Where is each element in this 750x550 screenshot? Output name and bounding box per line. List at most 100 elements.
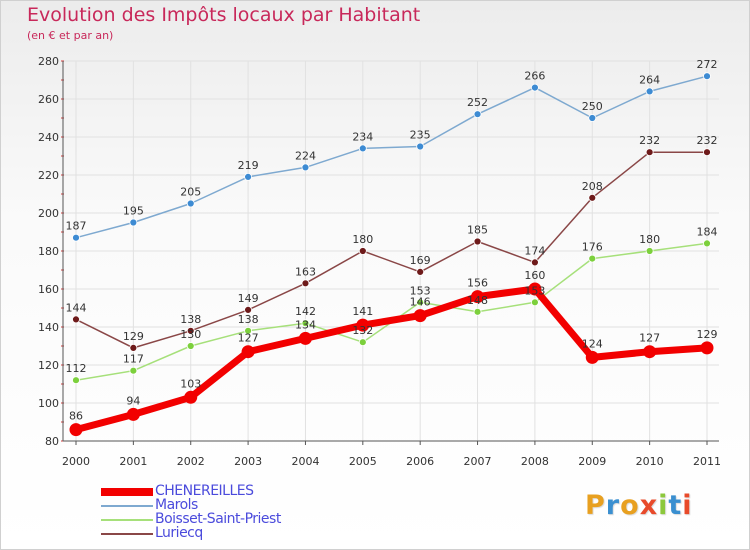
data-point-marols [186, 199, 195, 208]
x-tick-label: 2007 [464, 455, 492, 468]
legend-swatch [101, 519, 153, 521]
series-line-boisset-saint-priest [75, 242, 708, 381]
legend-swatch [101, 488, 153, 496]
y-tick-label: 100 [38, 397, 59, 410]
y-tick-label: 180 [38, 245, 59, 258]
axes: 80 100 120 140 160 180 200 220 240 260 280 2000 2001… [38, 55, 721, 468]
x-tick-label: 2001 [119, 455, 147, 468]
data-point-marols [473, 110, 482, 119]
data-point-chenereilles [413, 309, 427, 323]
legend-label: Marols [155, 497, 198, 513]
data-point-boisset-saint-priest [703, 239, 711, 248]
data-label-chenereilles: 103 [180, 377, 201, 390]
data-label-luriecq: 180 [352, 233, 373, 246]
data-point-boisset-saint-priest [301, 319, 310, 328]
series-chenereilles [69, 282, 714, 437]
data-label-luriecq: 232 [697, 134, 718, 147]
data-label-marols: 234 [352, 130, 373, 143]
x-tick-label: 2006 [406, 455, 434, 468]
data-label-chenereilles: 86 [69, 410, 83, 423]
data-label-luriecq: 129 [123, 330, 144, 343]
data-point-boisset-saint-priest [588, 254, 597, 263]
y-tick-label: 280 [38, 55, 59, 68]
logo-letter: x [639, 490, 659, 521]
data-label-marols: 219 [238, 159, 259, 172]
y-tick-label: 140 [38, 321, 59, 334]
data-point-marols [703, 72, 711, 81]
data-point-marols [416, 142, 425, 151]
data-point-luriecq [416, 267, 425, 276]
series-line-chenereilles [75, 285, 708, 433]
data-label-boisset-saint-priest: 132 [352, 324, 373, 337]
series-luriecq [72, 148, 711, 352]
data-label-chenereilles: 127 [238, 332, 259, 345]
data-label-marols: 205 [180, 186, 201, 199]
legend-label: Luriecq [155, 525, 203, 541]
y-tick-label: 80 [45, 435, 59, 448]
data-point-chenereilles [184, 390, 198, 404]
data-point-luriecq [244, 305, 252, 314]
data-point-boisset-saint-priest [645, 247, 654, 255]
data-label-boisset-saint-priest: 153 [410, 284, 431, 297]
data-point-chenereilles [298, 331, 312, 345]
data-label-boisset-saint-priest: 117 [123, 353, 144, 366]
data-point-luriecq [72, 315, 80, 324]
data-point-chenereilles [471, 290, 485, 304]
data-label-boisset-saint-priest: 153 [524, 284, 545, 297]
data-label-luriecq: 174 [524, 244, 545, 257]
data-point-marols [531, 83, 539, 92]
grid [63, 60, 719, 442]
data-label-marols: 264 [639, 73, 660, 86]
logo-letter: r [605, 490, 621, 521]
data-label-marols: 195 [123, 205, 144, 218]
y-tick-label: 160 [38, 283, 59, 296]
data-point-luriecq [703, 148, 711, 157]
x-tick-label: 2000 [62, 455, 90, 468]
data-label-boisset-saint-priest: 180 [639, 233, 660, 246]
data-point-luriecq [129, 343, 138, 352]
data-point-boisset-saint-priest [416, 298, 425, 307]
data-label-boisset-saint-priest: 130 [180, 328, 201, 341]
y-tick-label: 120 [38, 359, 59, 372]
x-tick-label: 2005 [349, 455, 377, 468]
data-point-chenereilles [69, 423, 83, 437]
chart-subtitle: (en € et par an) [27, 29, 114, 42]
data-point-boisset-saint-priest [473, 307, 482, 316]
y-tick-label: 260 [38, 93, 59, 106]
data-point-marols [244, 172, 252, 181]
data-point-chenereilles [700, 341, 714, 355]
x-tick-label: 2004 [291, 455, 319, 468]
y-tick-label: 240 [38, 131, 59, 144]
logo-letter: P [585, 490, 606, 521]
legend-swatch [101, 533, 153, 535]
data-point-chenereilles [126, 407, 140, 421]
legend-label: Boisset-Saint-Priest [155, 511, 281, 527]
x-tick-label: 2002 [177, 455, 205, 468]
data-label-marols: 272 [697, 58, 718, 71]
proxiti-logo: Proxiti [585, 490, 693, 521]
data-point-marols [72, 233, 80, 242]
data-point-luriecq [473, 237, 482, 246]
data-point-chenereilles [643, 345, 657, 359]
data-point-marols [588, 114, 597, 122]
x-tick-label: 2011 [693, 455, 721, 468]
data-label-chenereilles: 124 [582, 337, 603, 350]
series-lines [69, 72, 714, 437]
data-point-luriecq [645, 148, 654, 157]
logo-letter: i [658, 490, 669, 521]
data-point-chenereilles [528, 282, 542, 296]
legend-label: CHENEREILLES [155, 483, 254, 499]
logo-letter: o [620, 490, 640, 521]
data-label-luriecq: 169 [410, 254, 431, 267]
series-line-luriecq [75, 151, 707, 349]
data-label-marols: 187 [66, 220, 87, 233]
data-point-marols [301, 163, 310, 172]
data-point-boisset-saint-priest [358, 338, 367, 347]
data-point-marols [129, 218, 138, 227]
data-label-luriecq: 208 [582, 180, 603, 193]
data-label-luriecq: 144 [66, 301, 87, 314]
data-label-boisset-saint-priest: 148 [467, 294, 488, 307]
data-point-marols [358, 144, 367, 153]
